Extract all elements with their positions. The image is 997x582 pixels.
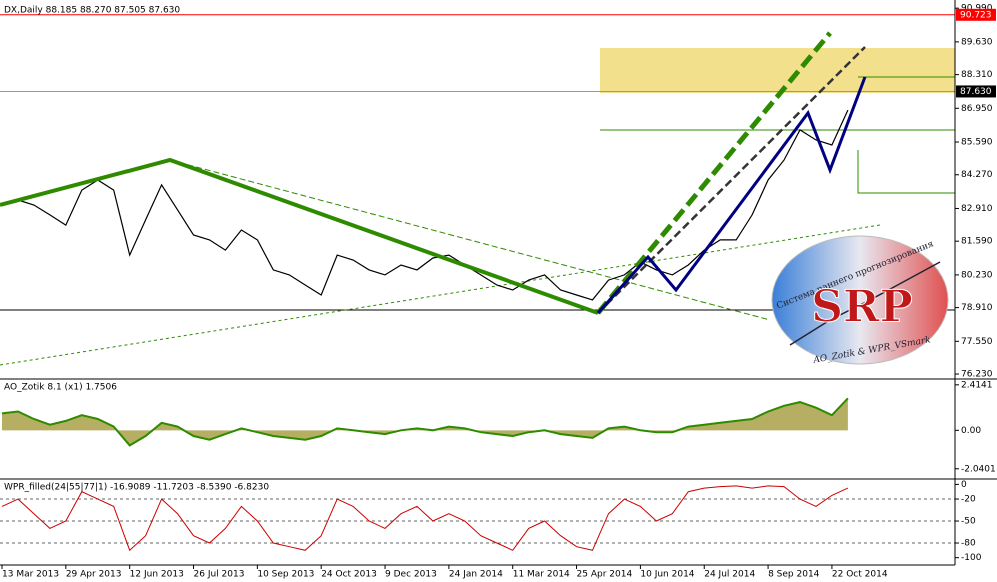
y-tick-label: -100: [961, 553, 982, 563]
y-tick-label: -2.0401: [961, 464, 996, 474]
wave-line: [596, 76, 867, 314]
chart-title: DX,Daily 88.185 88.270 87.505 87.630: [4, 6, 180, 16]
level-line: [857, 150, 955, 194]
y-tick-label: 77.550: [961, 337, 993, 347]
y-tick-label: 76.230: [961, 370, 993, 380]
price-label: 87.630: [960, 87, 992, 97]
channel-line: [597, 46, 866, 314]
trend-line: [169, 159, 771, 321]
y-tick-label: -20: [961, 495, 976, 505]
y-tick-label: 80.230: [961, 270, 993, 280]
y-tick-label: -50: [961, 517, 976, 527]
y-tick-label: 85.590: [961, 138, 993, 148]
y-tick-label: 0: [961, 480, 967, 490]
indicator-title: AO_Zotik 8.1 (x1) 1.7506: [4, 383, 117, 393]
price-label: 90.723: [960, 10, 992, 20]
wave-line: [0, 157, 599, 315]
x-tick-label: 10 Jun 2014: [640, 570, 694, 580]
y-tick-label: 86.950: [961, 104, 993, 114]
x-tick-label: 8 Sep 2014: [768, 570, 820, 580]
indicator-title: WPR_filled(24|55|77|1) -16.9089 -11.7203…: [4, 483, 269, 493]
logo-badge: [771, 235, 949, 365]
y-tick-label: 84.270: [961, 170, 993, 180]
y-tick-label: 2.4141: [961, 380, 993, 390]
x-tick-label: 13 Mar 2013: [2, 570, 59, 580]
logo-mark: SRP: [811, 282, 912, 333]
price-label-box: [956, 8, 996, 21]
y-tick-label: 82.910: [961, 204, 993, 214]
area: [2, 398, 848, 446]
y-tick-label: -80: [961, 539, 976, 549]
y-tick-label: 81.590: [961, 237, 993, 247]
y-tick-label: 90.990: [961, 4, 993, 14]
line: [1, 485, 849, 552]
y-tick-label: 78.910: [961, 303, 993, 313]
logo-arrow: [789, 261, 941, 346]
trend-line: [0, 224, 881, 366]
x-tick-label: 24 Jul 2014: [704, 570, 755, 580]
x-tick-label: 11 Mar 2014: [513, 570, 570, 580]
y-tick-label: 88.310: [961, 70, 993, 80]
x-tick-label: 24 Oct 2013: [321, 570, 377, 580]
x-tick-label: 9 Dec 2013: [385, 570, 437, 580]
y-tick-label: 0.00: [961, 426, 981, 436]
channel-line: [596, 31, 832, 315]
logo: Система раннего прогнозирования SRP AO_Z…: [771, 235, 949, 366]
x-tick-label: 22 Oct 2014: [832, 570, 888, 580]
x-tick-label: 12 Jun 2013: [130, 570, 184, 580]
x-tick-label: 10 Sep 2013: [257, 570, 314, 580]
price-label-box: [956, 85, 996, 98]
y-tick-label: 89.630: [961, 37, 993, 47]
x-tick-label: 25 Apr 2014: [577, 570, 633, 580]
target-zone: [600, 48, 955, 93]
x-tick-label: 26 Jul 2013: [194, 570, 245, 580]
line: [1, 397, 849, 447]
x-tick-label: 24 Jan 2014: [449, 570, 503, 580]
x-tick-label: 29 Apr 2013: [66, 570, 122, 580]
